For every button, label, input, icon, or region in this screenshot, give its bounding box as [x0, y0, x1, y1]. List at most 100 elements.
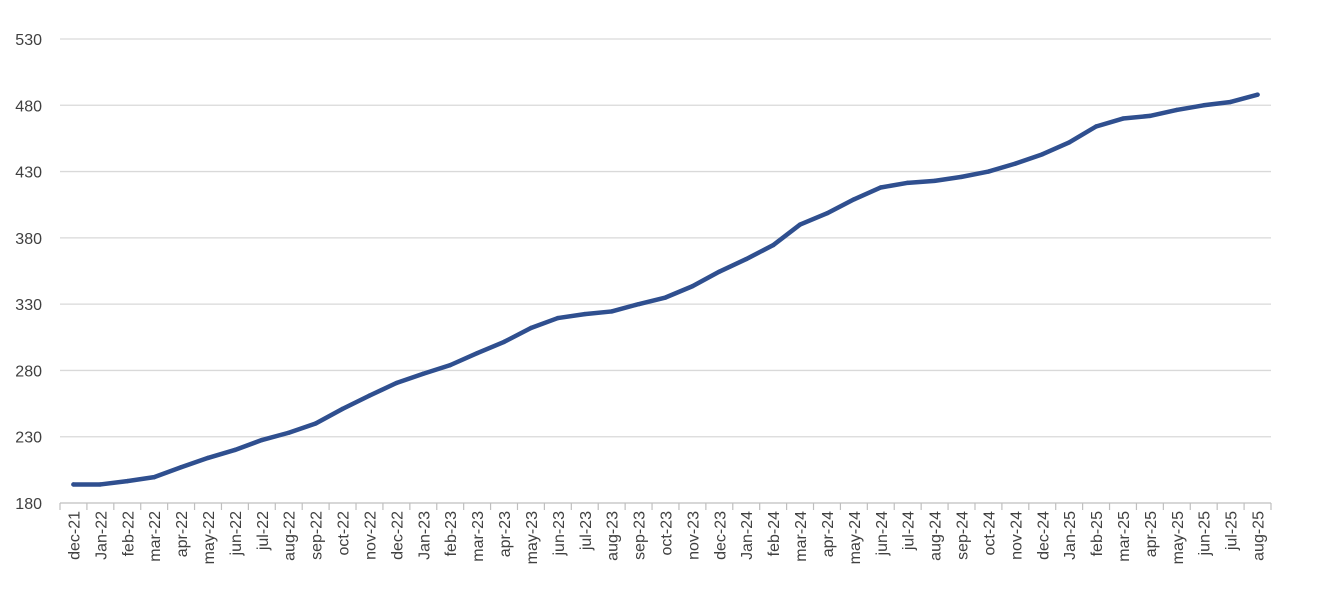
x-tick-label-jul-23: jul-23 [578, 511, 595, 551]
series-line-0 [71, 92, 1260, 487]
x-tick-label-feb-25: feb-25 [1089, 511, 1106, 556]
data-point-feb-25 [1093, 124, 1099, 129]
y-tick-label-330: 330 [15, 297, 42, 314]
x-tick-label-jun-22: jun-22 [228, 511, 245, 557]
data-point-jun-23 [555, 315, 561, 321]
x-tick-label-may-24: may-24 [847, 511, 864, 564]
data-point-Jan-23 [421, 371, 426, 376]
gridlines [60, 38, 1271, 438]
x-tick-label-jun-24: jun-24 [874, 511, 891, 557]
x-tick-label-dec-22: dec-22 [389, 511, 406, 560]
data-point-jun-22 [232, 447, 238, 453]
x-tick-label-mar-25: mar-25 [1116, 511, 1133, 562]
x-tick-label-apr-22: apr-22 [174, 511, 191, 557]
x-tick-label-dec-21: dec-21 [66, 511, 83, 560]
x-tick-label-aug-25: aug-25 [1251, 511, 1268, 561]
data-point-Jan-22 [98, 482, 103, 487]
data-point-dec-22 [394, 380, 399, 386]
x-tick-label-Jan-24: Jan-24 [739, 511, 756, 560]
data-point-nov-22 [367, 393, 372, 398]
data-point-mar-24 [797, 222, 803, 227]
data-point-apr-25 [1147, 113, 1153, 119]
data-point-aug-24 [932, 178, 937, 184]
x-tick-label-Jan-23: Jan-23 [416, 511, 433, 560]
data-point-oct-22 [340, 406, 345, 412]
data-point-may-22 [205, 455, 211, 461]
x-tick-label-jul-25: jul-25 [1224, 511, 1241, 551]
data-point-may-23 [528, 325, 534, 331]
data-point-Jan-24 [744, 256, 749, 262]
x-tick-label-mar-24: mar-24 [793, 511, 810, 562]
x-tick-label-jun-23: jun-23 [551, 511, 568, 557]
x-tick-label-dec-23: dec-23 [712, 511, 729, 560]
data-point-jun-24 [878, 185, 883, 190]
x-tick-label-sep-22: sep-22 [309, 511, 326, 560]
data-point-aug-22 [286, 430, 291, 435]
y-tick-label-430: 430 [15, 165, 42, 182]
data-point-sep-23 [636, 301, 641, 307]
data-point-apr-22 [178, 465, 184, 470]
x-tick-label-Jan-22: Jan-22 [93, 511, 110, 560]
x-tick-label-nov-23: nov-23 [685, 511, 702, 560]
x-tick-label-nov-24: nov-24 [1008, 511, 1025, 560]
data-point-mar-23 [474, 350, 480, 356]
x-tick-label-oct-23: oct-23 [659, 511, 676, 556]
series-layer [71, 92, 1260, 487]
y-axis-tick-labels: 180 230 280 330 380 430 480 530 [15, 32, 42, 513]
data-point-oct-24 [986, 169, 991, 174]
x-tick-label-feb-24: feb-24 [766, 511, 783, 556]
data-point-sep-22 [313, 421, 318, 426]
x-axis [59, 502, 1272, 510]
data-point-jul-25 [1228, 99, 1233, 105]
data-point-feb-23 [448, 362, 453, 368]
y-tick-label-280: 280 [15, 363, 42, 380]
data-point-feb-22 [125, 478, 130, 484]
data-point-jul-23 [582, 311, 587, 317]
x-tick-label-mar-22: mar-22 [147, 511, 164, 562]
x-tick-label-jun-25: jun-25 [1197, 511, 1214, 557]
x-tick-label-aug-23: aug-23 [605, 511, 622, 561]
x-tick-label-apr-25: apr-25 [1143, 511, 1160, 557]
x-tick-label-may-23: may-23 [524, 511, 541, 564]
data-point-mar-22 [151, 474, 157, 480]
data-point-may-24 [851, 197, 857, 202]
data-point-aug-23 [609, 309, 614, 314]
x-tick-label-mar-23: mar-23 [470, 511, 487, 562]
data-point-dec-23 [717, 269, 722, 274]
data-point-jul-22 [259, 437, 265, 443]
x-tick-label-apr-24: apr-24 [820, 511, 837, 557]
y-tick-label-230: 230 [15, 430, 42, 447]
data-point-feb-24 [770, 242, 776, 248]
data-point-Jan-25 [1066, 140, 1072, 145]
y-tick-label-530: 530 [15, 32, 42, 49]
x-tick-label-oct-22: oct-22 [336, 511, 353, 556]
data-point-oct-23 [663, 295, 668, 300]
data-point-mar-25 [1120, 116, 1126, 121]
x-tick-label-jul-24: jul-24 [901, 511, 918, 551]
data-point-dec-24 [1040, 152, 1045, 157]
x-tick-label-feb-23: feb-23 [443, 511, 460, 556]
data-point-aug-25 [1255, 92, 1260, 97]
x-tick-label-jul-22: jul-22 [255, 511, 272, 551]
x-tick-label-nov-22: nov-22 [362, 511, 379, 560]
data-point-apr-23 [501, 339, 507, 345]
x-tick-label-may-25: may-25 [1170, 511, 1187, 564]
data-point-dec-21 [71, 482, 76, 487]
y-tick-label-180: 180 [15, 496, 42, 513]
x-tick-label-aug-24: aug-24 [928, 511, 945, 561]
x-tick-label-sep-23: sep-23 [632, 511, 649, 560]
data-point-sep-24 [959, 174, 964, 180]
y-tick-label-380: 380 [15, 231, 42, 248]
y-tick-label-480: 480 [15, 98, 42, 115]
data-point-nov-23 [690, 284, 695, 289]
x-tick-label-feb-22: feb-22 [120, 511, 137, 556]
x-tick-label-oct-24: oct-24 [981, 511, 998, 556]
data-point-jul-24 [905, 180, 910, 186]
x-tick-label-dec-24: dec-24 [1035, 511, 1052, 560]
x-tick-label-apr-23: apr-23 [497, 511, 514, 557]
data-point-apr-24 [824, 211, 830, 216]
data-point-nov-24 [1013, 161, 1018, 166]
x-axis-tick-labels: dec-21 Jan-22 feb-22 mar-22 apr-22 may-22 jun-… [66, 511, 1267, 564]
data-point-jun-25 [1201, 103, 1206, 108]
